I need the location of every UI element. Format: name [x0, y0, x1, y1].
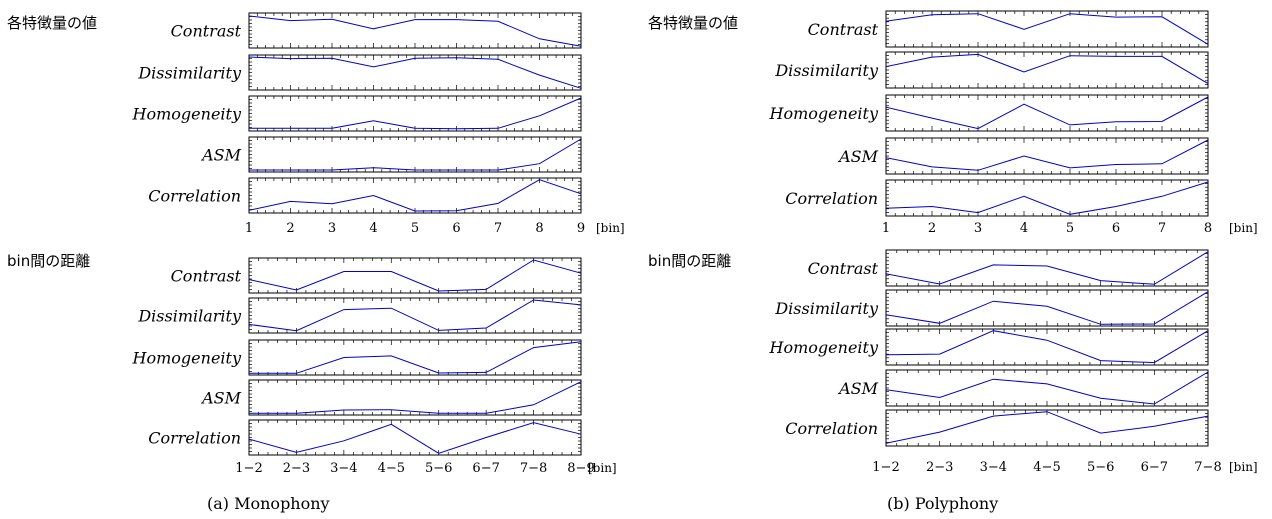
- caption-monophony: (a) Monophony: [207, 494, 330, 513]
- series-line-correlation: [248, 422, 582, 454]
- x-tick-label: 1−2: [235, 461, 262, 476]
- series-line-homogeneity: [249, 341, 582, 374]
- series-line-contrast: [885, 13, 1209, 45]
- series-label-dissimilarity: Dissimilarity: [774, 299, 879, 318]
- series-line-contrast: [885, 251, 1209, 285]
- x-tick-label: 2: [286, 221, 294, 236]
- series-label-correlation: Correlation: [148, 187, 241, 206]
- x-tick-label: 4: [369, 221, 377, 236]
- x-tick-label: 5: [411, 221, 419, 236]
- x-axis-unit-label: [bin]: [1229, 460, 1258, 474]
- mono-distance-frame-3: [248, 379, 582, 416]
- poly-distance-frame-4: [885, 409, 1209, 447]
- x-tick-label: 5: [1066, 221, 1074, 236]
- series-label-dissimilarity: Dissimilarity: [774, 61, 879, 80]
- x-tick-label: 7−8: [1194, 460, 1221, 475]
- series-line-asm: [249, 138, 582, 171]
- x-tick-label: 5−6: [1087, 460, 1114, 475]
- series-label-homogeneity: Homogeneity: [769, 104, 879, 123]
- x-tick-label: 1−2: [872, 460, 899, 475]
- series-label-dissimilarity: Dissimilarity: [137, 307, 242, 326]
- series-line-asm: [885, 371, 1209, 405]
- x-tick-label: 3−4: [980, 460, 1007, 475]
- x-tick-label: 2: [928, 221, 936, 236]
- series-label-correlation: Correlation: [785, 419, 878, 438]
- x-axis-unit-label: [bin]: [588, 461, 617, 475]
- series-label-contrast: Contrast: [171, 267, 242, 286]
- x-tick-label: 4−5: [1033, 460, 1060, 475]
- series-label-correlation: Correlation: [785, 189, 878, 208]
- poly-features-frame-4: [885, 179, 1209, 217]
- mono-features-frame-1: [248, 54, 582, 91]
- x-tick-label: 2−3: [926, 460, 953, 475]
- series-line-dissimilarity: [248, 56, 582, 89]
- section-title-distance-b: bin間の距離: [648, 252, 732, 270]
- series-label-contrast: Contrast: [808, 259, 879, 278]
- series-label-homogeneity: Homogeneity: [769, 338, 879, 357]
- section-title-features-b: 各特徴量の値: [648, 14, 739, 32]
- x-tick-label: 8: [535, 221, 543, 236]
- series-label-asm: ASM: [837, 147, 879, 166]
- section-title-distance-a: bin間の距離: [7, 252, 91, 270]
- series-line-correlation: [885, 411, 1209, 444]
- mono-features-frame-2: [248, 95, 582, 132]
- series-line-contrast: [248, 259, 582, 292]
- x-tick-label: 1: [882, 221, 890, 236]
- x-tick-label: 3: [328, 221, 336, 236]
- x-tick-label: 7−8: [520, 461, 547, 476]
- x-tick-label: 7: [1158, 221, 1166, 236]
- series-label-asm: ASM: [837, 379, 879, 398]
- series-label-homogeneity: Homogeneity: [132, 105, 242, 124]
- mono-distance-frame-1: [248, 297, 582, 334]
- series-label-dissimilarity: Dissimilarity: [137, 64, 242, 83]
- x-tick-label: 2−3: [283, 461, 310, 476]
- x-tick-label: 6−7: [472, 461, 499, 476]
- series-line-contrast: [248, 15, 582, 47]
- series-label-contrast: Contrast: [808, 20, 879, 39]
- mono-distance-frame-0: [248, 257, 582, 294]
- series-line-homogeneity: [249, 97, 582, 130]
- series-line-asm: [885, 139, 1209, 171]
- series-label-correlation: Correlation: [148, 429, 241, 448]
- x-tick-label: 3−4: [330, 461, 357, 476]
- series-label-contrast: Contrast: [171, 22, 242, 41]
- series-line-dissimilarity: [248, 299, 582, 332]
- x-tick-label: 8−9: [567, 461, 594, 476]
- series-line-homogeneity: [885, 96, 1209, 130]
- x-tick-label: 3: [974, 221, 982, 236]
- x-tick-label: 9: [577, 221, 585, 236]
- x-tick-label: 4−5: [378, 461, 405, 476]
- series-label-asm: ASM: [200, 389, 242, 408]
- mono-features-frame-3: [248, 136, 582, 173]
- x-tick-label: 4: [1020, 221, 1028, 236]
- x-tick-label: 6: [1112, 221, 1120, 236]
- poly-features-frame-2: [885, 94, 1209, 132]
- poly-features-frame-3: [885, 137, 1209, 175]
- series-line-correlation: [248, 179, 582, 212]
- mono-features-frame-4: [248, 177, 582, 214]
- x-tick-label: 5−6: [425, 461, 452, 476]
- x-axis-unit-label: [bin]: [1229, 221, 1258, 235]
- mono-features-frame-0: [248, 12, 582, 49]
- section-title-features-a: 各特徴量の値: [7, 14, 98, 32]
- series-line-dissimilarity: [885, 291, 1209, 325]
- x-tick-label: 8: [1204, 221, 1212, 236]
- series-line-homogeneity: [885, 330, 1209, 364]
- mono-distance-frame-4: [248, 419, 582, 456]
- x-tick-label: 7: [494, 221, 502, 236]
- mono-distance-frame-2: [248, 339, 582, 376]
- series-line-dissimilarity: [885, 53, 1209, 85]
- series-label-homogeneity: Homogeneity: [132, 349, 242, 368]
- series-line-correlation: [885, 181, 1209, 215]
- x-tick-label: 6−7: [1141, 460, 1168, 475]
- series-line-asm: [249, 381, 582, 414]
- x-axis-unit-label: [bin]: [596, 221, 625, 235]
- x-tick-label: 1: [245, 221, 253, 236]
- x-tick-label: 6: [452, 221, 460, 236]
- series-label-asm: ASM: [200, 146, 242, 165]
- caption-polyphony: (b) Polyphony: [887, 494, 999, 513]
